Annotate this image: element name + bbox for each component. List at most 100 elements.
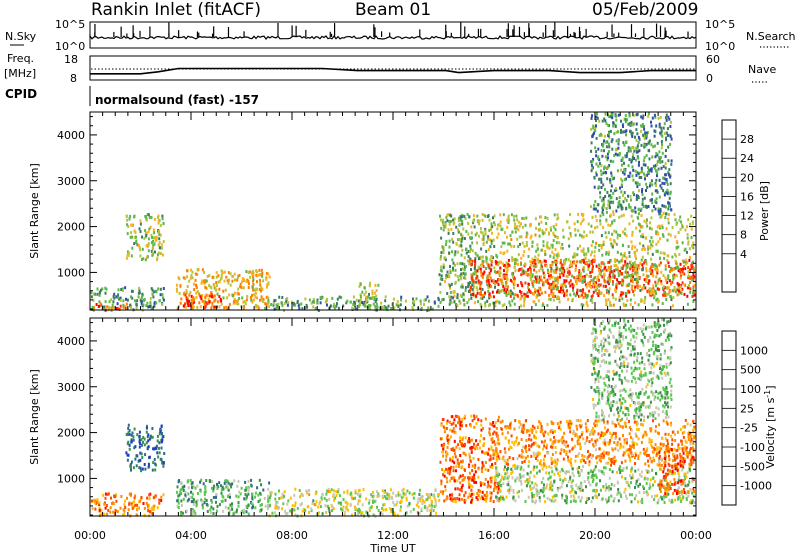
range-cell <box>244 497 247 501</box>
range-cell <box>427 306 430 310</box>
range-cell <box>549 485 552 489</box>
range-cell <box>231 507 233 511</box>
range-cell <box>461 262 464 266</box>
range-cell <box>590 149 592 153</box>
range-cell <box>547 274 550 278</box>
range-cell <box>622 141 625 145</box>
range-cell <box>456 304 459 308</box>
range-cell <box>693 293 696 297</box>
range-cell <box>557 472 559 476</box>
range-cell <box>692 260 694 264</box>
range-cell <box>475 231 478 235</box>
range-cell <box>265 271 268 275</box>
range-cell <box>304 297 307 301</box>
range-cell <box>582 269 585 273</box>
range-cell <box>654 263 656 267</box>
range-cell <box>507 480 510 484</box>
range-cell <box>452 296 454 300</box>
range-cell <box>158 233 161 237</box>
range-cell <box>471 241 474 245</box>
range-cell <box>181 485 184 489</box>
range-cell <box>625 129 628 133</box>
range-cell <box>568 281 571 285</box>
range-cell <box>215 271 218 275</box>
range-cell <box>551 295 554 299</box>
range-cell <box>127 225 130 229</box>
range-cell <box>491 463 494 467</box>
range-cell <box>457 228 459 232</box>
range-cell <box>521 268 524 272</box>
range-cell <box>246 494 248 498</box>
range-cell <box>635 273 638 277</box>
range-cell <box>482 235 485 239</box>
range-cell <box>372 302 375 306</box>
range-cell <box>535 295 538 299</box>
range-cell <box>186 275 189 279</box>
range-cell <box>480 483 482 487</box>
range-cell <box>578 289 581 293</box>
range-cell <box>163 452 166 455</box>
range-cell <box>645 469 648 472</box>
range-cell <box>536 489 539 493</box>
range-cell <box>103 502 106 506</box>
range-cell <box>575 264 578 268</box>
range-cell <box>159 233 162 237</box>
range-cell <box>554 464 557 468</box>
range-cell <box>630 160 633 164</box>
range-cell <box>250 478 253 482</box>
range-cell <box>130 289 133 293</box>
range-cell <box>433 504 436 508</box>
range-cell <box>413 299 416 303</box>
range-cell <box>557 488 559 492</box>
range-cell <box>250 502 253 505</box>
range-cell <box>474 257 477 261</box>
range-cell <box>510 213 513 217</box>
range-cell <box>211 480 214 484</box>
range-cell <box>442 473 445 477</box>
range-cell <box>466 301 469 305</box>
range-cell <box>220 273 223 277</box>
range-cell <box>153 290 156 294</box>
range-cell <box>221 485 224 489</box>
range-cell <box>464 289 467 293</box>
range-cell <box>190 490 193 494</box>
range-cell <box>210 505 213 509</box>
range-cell <box>631 230 634 234</box>
range-cell <box>548 471 551 475</box>
range-cell <box>140 452 143 456</box>
range-cell <box>600 269 603 273</box>
range-cell <box>178 479 181 482</box>
range-cell <box>371 500 374 504</box>
power-scatter <box>90 112 696 313</box>
range-cell <box>517 268 520 272</box>
range-cell <box>628 222 631 226</box>
range-cell <box>610 265 613 269</box>
range-cell <box>490 445 493 449</box>
range-cell <box>468 215 471 219</box>
range-cell <box>648 157 651 161</box>
range-cell <box>582 303 585 307</box>
range-cell <box>661 204 664 208</box>
range-cell <box>446 270 449 274</box>
range-cell <box>203 271 206 274</box>
range-cell <box>149 434 152 438</box>
range-cell <box>591 230 594 234</box>
range-cell <box>446 438 449 442</box>
range-cell <box>122 299 125 303</box>
range-cell <box>636 146 639 150</box>
range-cell <box>641 266 644 270</box>
range-cell <box>643 127 646 131</box>
range-cell <box>651 240 654 244</box>
range-cell <box>630 209 633 213</box>
range-cell <box>612 243 615 247</box>
range-cell <box>460 285 463 289</box>
range-cell <box>461 483 464 487</box>
range-cell <box>229 272 232 276</box>
range-cell <box>650 169 653 173</box>
range-cell <box>608 145 611 149</box>
range-cell <box>571 282 574 286</box>
range-cell <box>568 272 571 276</box>
range-cell <box>94 498 97 502</box>
range-cell <box>600 177 603 181</box>
range-cell <box>294 513 297 517</box>
